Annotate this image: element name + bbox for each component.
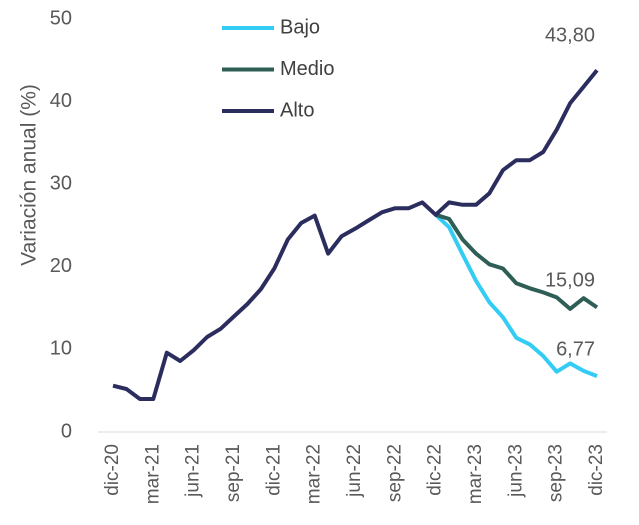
value-label: 6,77 <box>556 338 595 360</box>
x-tick-label: dic-23 <box>586 444 607 496</box>
x-tick-label: sep-23 <box>546 444 567 502</box>
y-tick-label: 10 <box>50 338 72 360</box>
x-tick-label: sep-21 <box>223 444 244 502</box>
y-tick-label: 50 <box>50 7 72 29</box>
value-label: 15,09 <box>545 270 595 292</box>
x-tick-label: mar-23 <box>465 444 486 504</box>
y-tick-label: 30 <box>50 172 72 194</box>
series-line <box>435 212 599 311</box>
value-label: 43,80 <box>545 24 595 46</box>
x-tick-label: sep-22 <box>384 444 405 502</box>
x-tick-label: jun-22 <box>344 444 365 498</box>
x-tick-label: jun-21 <box>183 444 204 498</box>
x-tick-label: jun-23 <box>505 444 526 498</box>
x-tick-label: dic-21 <box>263 444 284 496</box>
y-tick-label: 20 <box>50 255 72 277</box>
series-line <box>434 213 598 378</box>
y-axis-label: Variación anual (%) <box>18 84 41 266</box>
x-tick-label: mar-21 <box>142 444 163 504</box>
x-tick-label: mar-22 <box>304 444 325 504</box>
x-tick-label: dic-22 <box>425 444 446 496</box>
x-tick-label: dic-20 <box>102 444 123 496</box>
legend-label: Bajo <box>280 16 320 38</box>
series-line <box>112 68 599 401</box>
legend-label: Alto <box>280 99 314 121</box>
y-tick-label: 40 <box>50 90 72 112</box>
y-tick-label: 0 <box>61 420 72 442</box>
legend-label: Medio <box>280 58 334 80</box>
